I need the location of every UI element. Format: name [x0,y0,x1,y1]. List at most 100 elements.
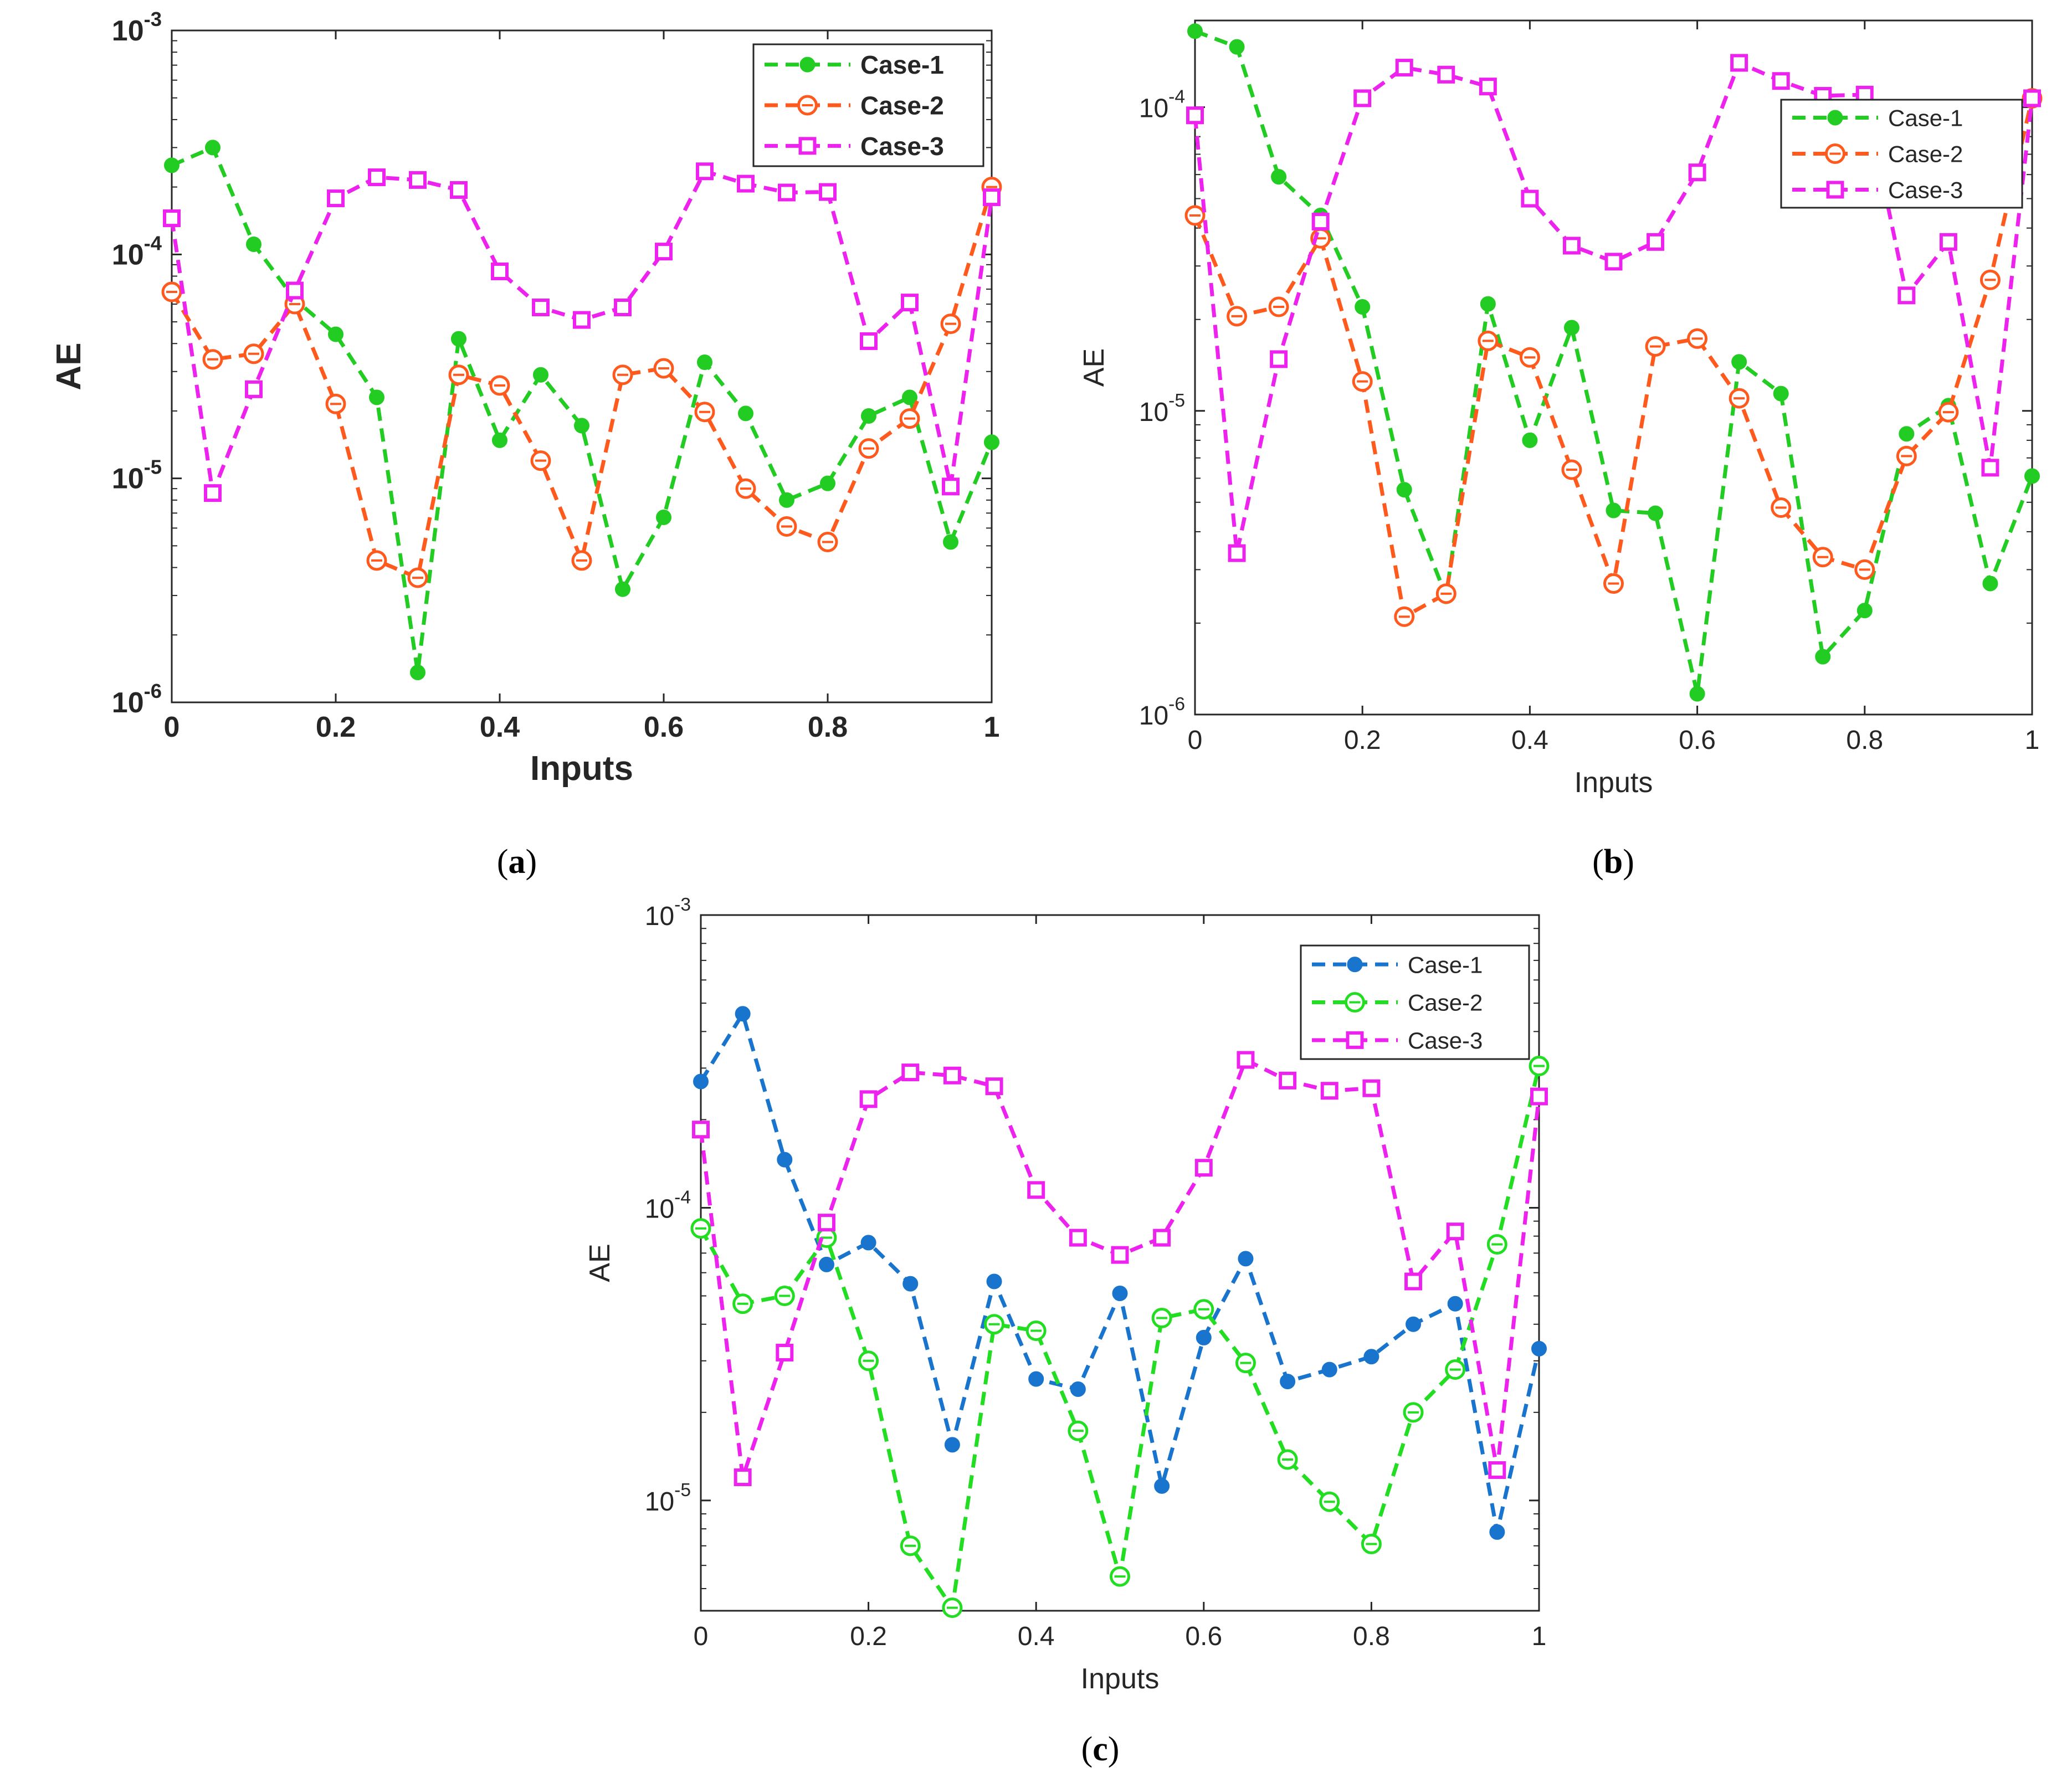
y-tick-label: 10-5 [645,1480,691,1517]
data-point [204,484,222,502]
legend-label: Case-2 [1888,141,1963,167]
data-point [451,331,466,347]
data-point [1395,59,1413,77]
data-point [737,174,755,193]
data-point [1563,320,1579,336]
data-point [777,1152,793,1168]
x-tick-label: 0.4 [480,711,520,743]
y-axis-label: AE [584,1244,616,1282]
data-point [1027,1181,1045,1199]
legend-label: Case-2 [1408,990,1483,1016]
legend-label: Case-1 [1408,952,1483,978]
x-tick-label: 0.2 [316,711,356,743]
data-point [1069,1229,1087,1247]
data-point [1731,354,1747,370]
data-point [615,581,630,597]
data-point [1606,502,1622,518]
y-tick-label: 10-3 [645,895,691,931]
series-case-3 [1186,54,2041,562]
data-point [1187,23,1203,39]
panel-label-a-letter: a [509,843,526,881]
y-axis-label: AE [50,342,88,390]
data-point [1112,1285,1128,1301]
data-point [985,1077,1003,1096]
x-tick-label: 0.8 [1353,1622,1390,1651]
y-tick-label: 10-5 [1139,391,1185,427]
legend-swatch-marker [1827,110,1843,126]
data-point [1772,72,1790,90]
data-point [409,171,427,189]
x-tick-label: 1 [1532,1622,1547,1651]
data-point [410,665,425,681]
data-point [1521,189,1539,208]
chart-panel-c: 0 0.2 0.4 0.6 0.8 1 10-5 10-4 10-3 Inputs AE Case-1… [584,895,1550,1695]
legend-label: Case-3 [1408,1027,1483,1054]
data-point [369,389,384,405]
data-point [327,189,345,208]
legend-swatch-marker [1346,1031,1364,1049]
data-point [1270,350,1288,368]
y-tick-label: 10-6 [1139,694,1185,731]
data-point [245,380,263,398]
data-point [1196,1329,1212,1345]
data-point [1280,1374,1296,1390]
data-point [1355,299,1371,315]
y-tick-label: 10-5 [112,456,162,495]
data-point [1773,386,1789,402]
x-tick-label: 0.2 [850,1622,887,1651]
data-point [491,262,509,280]
data-point [859,1090,878,1108]
x-tick-label: 0.6 [1679,726,1716,755]
data-point [942,477,960,496]
data-point [860,1235,876,1251]
data-point [656,509,671,525]
data-point [860,332,878,350]
data-point [2023,89,2041,107]
x-tick-label: 0.2 [1344,726,1381,755]
chart-panel-a: 0 0.2 0.4 0.6 0.8 1 10-6 10-5 10-4 10-3 Inputs AE Ca… [50,8,1002,788]
data-point [734,1468,752,1487]
x-tick-label: 0.6 [644,711,684,743]
data-point [1648,505,1664,521]
data-point [1489,1524,1505,1540]
data-point [1479,78,1497,96]
data-point [779,492,794,508]
series-line [1193,60,2034,554]
data-point [532,298,550,316]
data-point [1279,1071,1297,1090]
data-point [944,1437,960,1453]
data-point [1153,1229,1171,1247]
data-point [693,1073,709,1090]
data-point [943,1066,961,1085]
data-point [533,367,548,383]
legend-swatch-marker [799,56,816,73]
data-point [697,354,712,371]
data-point [1488,1461,1506,1479]
data-point [2024,468,2040,484]
data-point [1070,1381,1086,1397]
panel-label-a: (a) [497,843,537,881]
data-point [1981,459,1999,477]
series-case-1 [693,1006,1547,1540]
data-point [1604,253,1623,271]
data-point [1194,1159,1213,1177]
data-point [1446,1222,1464,1241]
data-point [1228,544,1246,562]
data-point [1238,1251,1254,1267]
series-line [170,186,994,580]
y-tick-label: 10-6 [112,680,162,719]
data-point [163,209,181,228]
data-point [1320,1082,1338,1100]
data-point [902,389,917,405]
data-point [1311,213,1330,231]
data-point [1353,89,1372,107]
data-point [1362,1079,1381,1097]
data-point [1899,426,1915,442]
data-point [692,1121,710,1139]
legend-label: Case-1 [1888,105,1963,131]
series-case-3 [163,162,1001,502]
legend-label: Case-1 [860,50,944,79]
series-case-2 [690,1056,1550,1619]
y-tick-label: 10-4 [645,1187,691,1224]
